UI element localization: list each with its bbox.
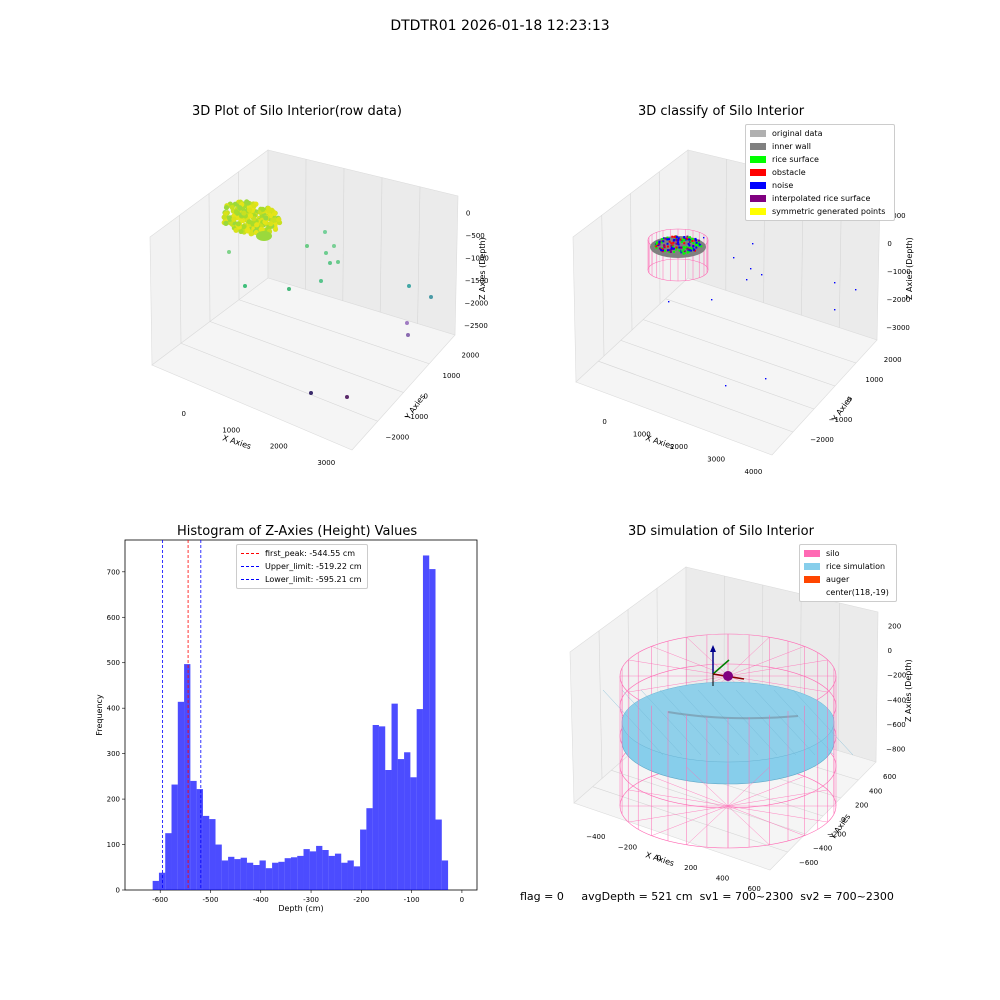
simulation-ytick-label: −600 <box>799 859 818 867</box>
legend-entry: silo <box>804 547 892 560</box>
simulation-legend: silo rice simulation auger center(118,-19) <box>799 544 897 602</box>
simulation-ytick-label: 600 <box>883 773 896 781</box>
sv2-text: sv2 = 700~2300 <box>800 890 894 903</box>
simulation-ztick-label: 0 <box>888 647 892 655</box>
simulation-ytick-label: 200 <box>855 802 868 810</box>
sv1-text: sv1 = 700~2300 <box>700 890 794 903</box>
simulation-ztick-label: −800 <box>886 746 905 754</box>
legend-swatch <box>804 563 820 570</box>
center-marker <box>723 671 733 681</box>
legend-label: auger <box>826 575 849 584</box>
legend-swatch <box>804 576 820 583</box>
legend-entry: auger <box>804 573 892 586</box>
status-footer: flag = 0 avgDepth = 521 cm sv1 = 700~230… <box>520 890 894 903</box>
legend-swatch <box>804 589 820 596</box>
simulation-xtick-label: −400 <box>586 833 605 841</box>
simulation-xtick-label: 400 <box>716 875 729 883</box>
flag-text: flag = 0 <box>520 890 564 903</box>
simulation-ytick-label: 400 <box>869 787 882 795</box>
simulation-ytick-label: −400 <box>813 845 832 853</box>
simulation-zlabel: Z Axies (Depth) <box>904 659 913 722</box>
legend-label: silo <box>826 549 840 558</box>
simulation-ztick-label: 200 <box>888 622 901 630</box>
legend-label: rice simulation <box>826 562 885 571</box>
legend-entry: rice simulation <box>804 560 892 573</box>
legend-label: center(118,-19) <box>826 588 889 597</box>
simulation-xtick-label: −200 <box>618 844 637 852</box>
simulation-xtick-label: 200 <box>684 864 697 872</box>
legend-entry: center(118,-19) <box>804 586 892 599</box>
legend-swatch <box>804 550 820 557</box>
simulation-ztick-label: −600 <box>887 721 906 729</box>
avg-depth-text: avgDepth = 521 cm <box>581 890 692 903</box>
